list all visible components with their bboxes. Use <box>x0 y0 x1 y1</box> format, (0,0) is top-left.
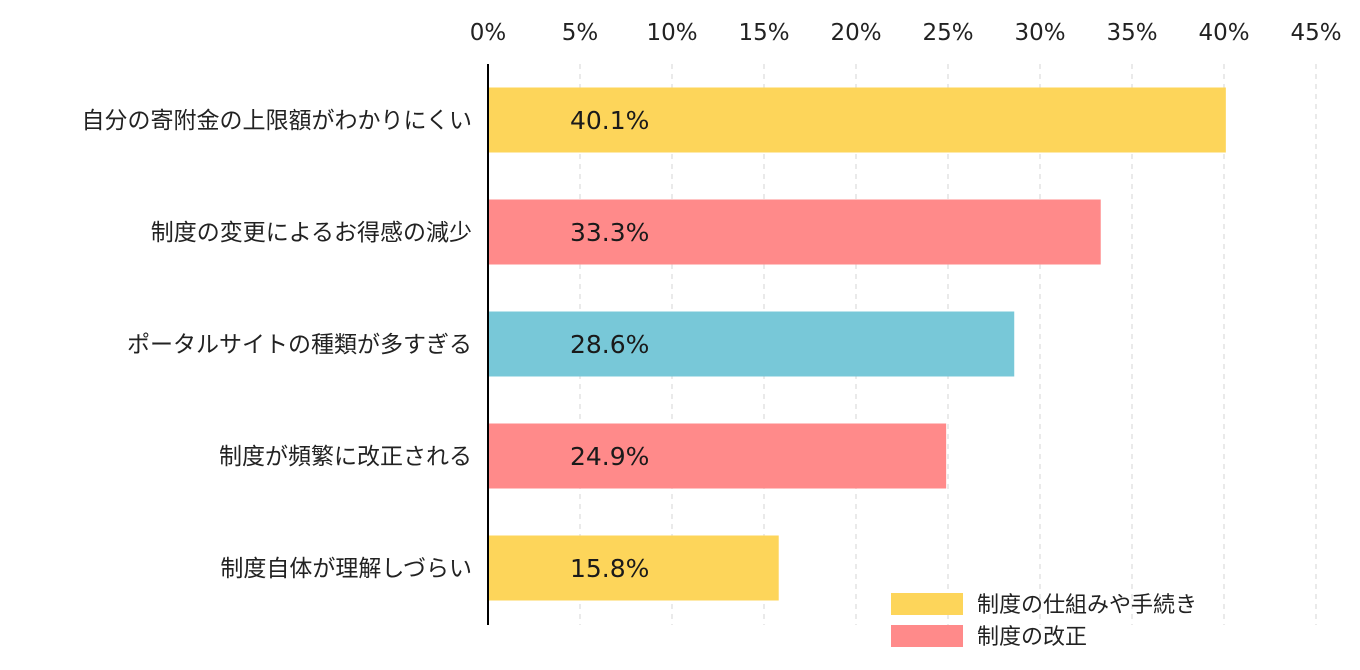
data-label: 33.3% <box>570 218 649 247</box>
x-tick-label: 10% <box>646 20 697 46</box>
x-tick-label: 20% <box>830 20 881 46</box>
x-axis-ticks: 0% 5% 10% 15% 20% 25% 30% 35% 40% 45% <box>470 20 1342 46</box>
category-label: 制度自体が理解しづらい <box>220 556 472 582</box>
x-tick-label: 5% <box>562 20 599 46</box>
category-label: 自分の寄附金の上限額がわかりにくい <box>81 108 472 134</box>
data-labels: 40.1% 33.3% 28.6% 24.9% 15.8% <box>570 106 649 583</box>
bars <box>488 87 1226 601</box>
bar <box>488 311 1015 377</box>
bar <box>488 423 947 489</box>
legend-label: 制度の仕組みや手続き <box>977 593 1197 618</box>
bar <box>488 535 779 601</box>
legend-label: 制度の改正 <box>977 625 1087 650</box>
x-tick-label: 35% <box>1106 20 1157 46</box>
x-tick-label: 25% <box>922 20 973 46</box>
bar <box>488 199 1101 265</box>
category-labels: 自分の寄附金の上限額がわかりにくい制度の変更によるお得感の減少ポータルサイトの種… <box>81 108 472 582</box>
legend-swatch <box>891 625 963 647</box>
x-tick-label: 45% <box>1290 20 1341 46</box>
category-label: ポータルサイトの種類が多すぎる <box>127 332 472 358</box>
x-tick-label: 30% <box>1014 20 1065 46</box>
data-label: 28.6% <box>570 330 649 359</box>
data-label: 15.8% <box>570 554 649 583</box>
bar <box>488 87 1226 153</box>
category-label: 制度の変更によるお得感の減少 <box>151 220 472 246</box>
data-label: 40.1% <box>570 106 649 135</box>
category-label: 制度が頻繁に改正される <box>219 444 472 470</box>
x-tick-label: 40% <box>1198 20 1249 46</box>
x-tick-label: 15% <box>738 20 789 46</box>
data-label: 24.9% <box>570 442 649 471</box>
legend-swatch <box>891 593 963 615</box>
x-tick-label: 0% <box>470 20 507 46</box>
